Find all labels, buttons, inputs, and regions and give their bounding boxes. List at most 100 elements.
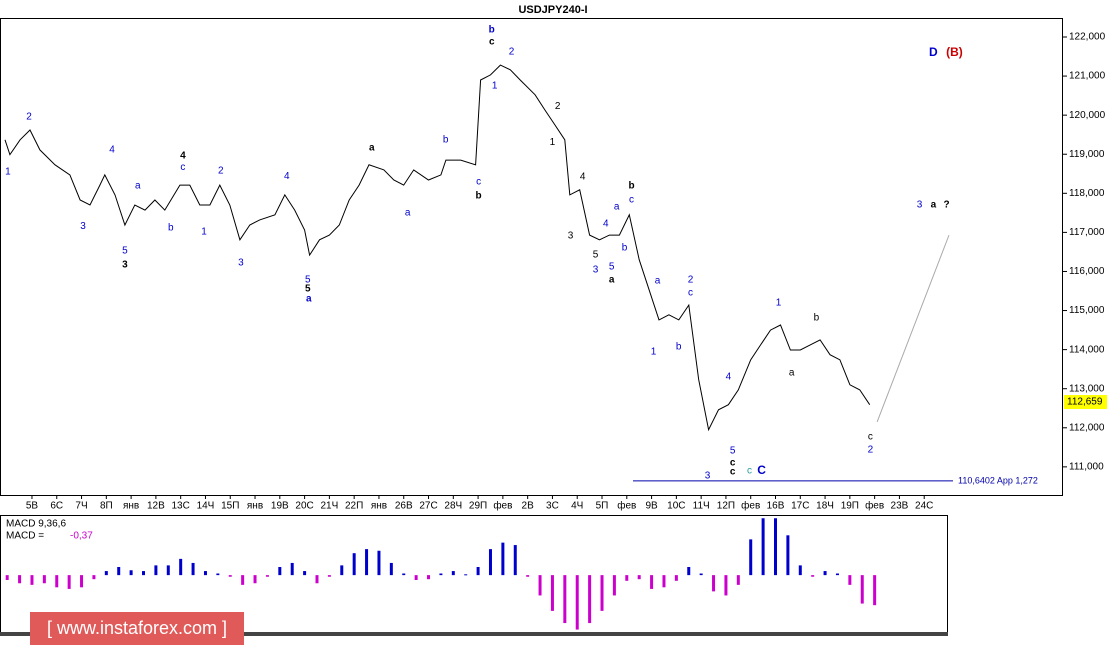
wave-label: c bbox=[868, 431, 873, 442]
last-price-box bbox=[1064, 395, 1107, 410]
wave-label: 3 bbox=[568, 231, 574, 242]
macd-bar bbox=[278, 567, 282, 576]
wave-label: b bbox=[628, 181, 634, 192]
macd-bar bbox=[699, 573, 703, 576]
wave-label: 3 bbox=[705, 470, 711, 481]
macd-bar bbox=[340, 565, 344, 576]
macd-bar bbox=[228, 575, 232, 577]
macd-bar bbox=[600, 575, 604, 611]
y-tick-label: 122,000 bbox=[1069, 32, 1106, 43]
macd-bar bbox=[835, 573, 839, 576]
macd-bar bbox=[30, 575, 34, 585]
macd-bar bbox=[402, 573, 406, 576]
wave-label: C bbox=[757, 463, 766, 477]
macd-bar bbox=[104, 571, 108, 576]
macd-bar bbox=[637, 575, 641, 580]
wave-label: 2 bbox=[555, 101, 561, 112]
macd-bar bbox=[823, 571, 827, 576]
x-tick-label: 13С bbox=[171, 501, 189, 512]
macd-bar bbox=[798, 565, 802, 576]
macd-bar bbox=[860, 575, 864, 604]
x-tick-label: янв bbox=[247, 501, 263, 512]
wave-label: 1 bbox=[5, 166, 11, 177]
wave-label: c bbox=[730, 467, 736, 478]
x-tick-label: 29П bbox=[469, 501, 487, 512]
wave-label: c bbox=[629, 195, 634, 206]
wave-label: c bbox=[489, 37, 495, 48]
x-tick-label: 19В bbox=[271, 501, 289, 512]
main-frame bbox=[0, 18, 1063, 496]
macd-bar bbox=[265, 575, 269, 577]
macd-bar bbox=[625, 575, 629, 581]
x-tick-label: 22П bbox=[345, 501, 363, 512]
watermark: [ www.instaforex.com ] bbox=[47, 618, 227, 638]
x-tick-label: 16В bbox=[767, 501, 785, 512]
wave-label: 2 bbox=[218, 166, 224, 177]
x-tick-label: 5В bbox=[26, 501, 39, 512]
wave-label: 2 bbox=[509, 46, 515, 57]
wave-label: c bbox=[180, 162, 185, 173]
wave-label: b bbox=[443, 134, 449, 145]
wave-label: 4 bbox=[180, 150, 186, 161]
wave-label: c bbox=[747, 465, 752, 476]
x-tick-label: 21Ч bbox=[320, 501, 338, 512]
macd-bar bbox=[129, 570, 133, 576]
y-tick-label: 113,000 bbox=[1069, 383, 1105, 394]
macd-bar bbox=[327, 575, 331, 577]
macd-bar bbox=[513, 545, 517, 576]
wave-label: (B) bbox=[946, 45, 963, 59]
macd-bar bbox=[538, 575, 542, 596]
wave-label: b bbox=[814, 313, 820, 324]
macd-bar bbox=[501, 542, 505, 576]
macd-bar bbox=[303, 571, 307, 576]
x-tick-label: янв bbox=[123, 501, 139, 512]
macd-bar bbox=[712, 575, 716, 592]
macd-bar bbox=[811, 575, 815, 577]
wave-label: b bbox=[622, 243, 628, 254]
last-price-label: 112,659 bbox=[1067, 397, 1103, 408]
macd-bar bbox=[389, 562, 393, 576]
macd-bar bbox=[774, 518, 778, 576]
macd-bar bbox=[674, 575, 678, 581]
wave-label: c bbox=[730, 458, 736, 469]
macd-value-text: MACD = bbox=[6, 531, 44, 542]
wave-label: 1 bbox=[492, 80, 498, 91]
wave-label: b bbox=[676, 342, 682, 353]
macd-bar bbox=[365, 549, 369, 576]
y-tick-label: 117,000 bbox=[1069, 227, 1105, 238]
macd-bar bbox=[253, 575, 257, 584]
x-tick-label: 3С bbox=[546, 501, 559, 512]
wave-label: b bbox=[476, 191, 482, 202]
x-tick-label: янв bbox=[371, 501, 387, 512]
macd-bar bbox=[241, 575, 245, 585]
macd-bar bbox=[575, 575, 579, 630]
reference-label: 110,6402 App 1,272 bbox=[958, 475, 1038, 485]
wave-label: 1 bbox=[651, 347, 657, 358]
price-line bbox=[4, 64, 871, 432]
y-tick-label: 120,000 bbox=[1069, 110, 1106, 121]
y-tick-label: 116,000 bbox=[1069, 266, 1105, 277]
watermark-box bbox=[30, 612, 244, 645]
wave-label: c bbox=[688, 288, 693, 299]
wave-label: 4 bbox=[580, 172, 586, 183]
y-tick-label: 121,000 bbox=[1069, 71, 1106, 82]
macd-bar bbox=[92, 575, 96, 580]
macd-bar bbox=[749, 539, 753, 576]
wave-label: 5 bbox=[305, 284, 311, 295]
macd-bar bbox=[612, 575, 616, 596]
macd-bar bbox=[315, 575, 319, 584]
wave-label: 1 bbox=[201, 227, 207, 238]
x-tick-label: 19П bbox=[841, 501, 859, 512]
wave-label: 4 bbox=[603, 218, 609, 229]
x-tick-label: 15П bbox=[221, 501, 239, 512]
wave-label: 2 bbox=[868, 445, 874, 456]
wave-label: 3 bbox=[238, 258, 244, 269]
wave-label: 5 bbox=[730, 445, 736, 456]
x-tick-label: 12П bbox=[717, 501, 735, 512]
wave-label: 4 bbox=[726, 372, 732, 383]
wave-label: ? bbox=[943, 200, 949, 211]
macd-current: -0,37 bbox=[70, 531, 93, 542]
wave-label: 4 bbox=[284, 171, 290, 182]
x-tick-label: 26В bbox=[395, 501, 413, 512]
